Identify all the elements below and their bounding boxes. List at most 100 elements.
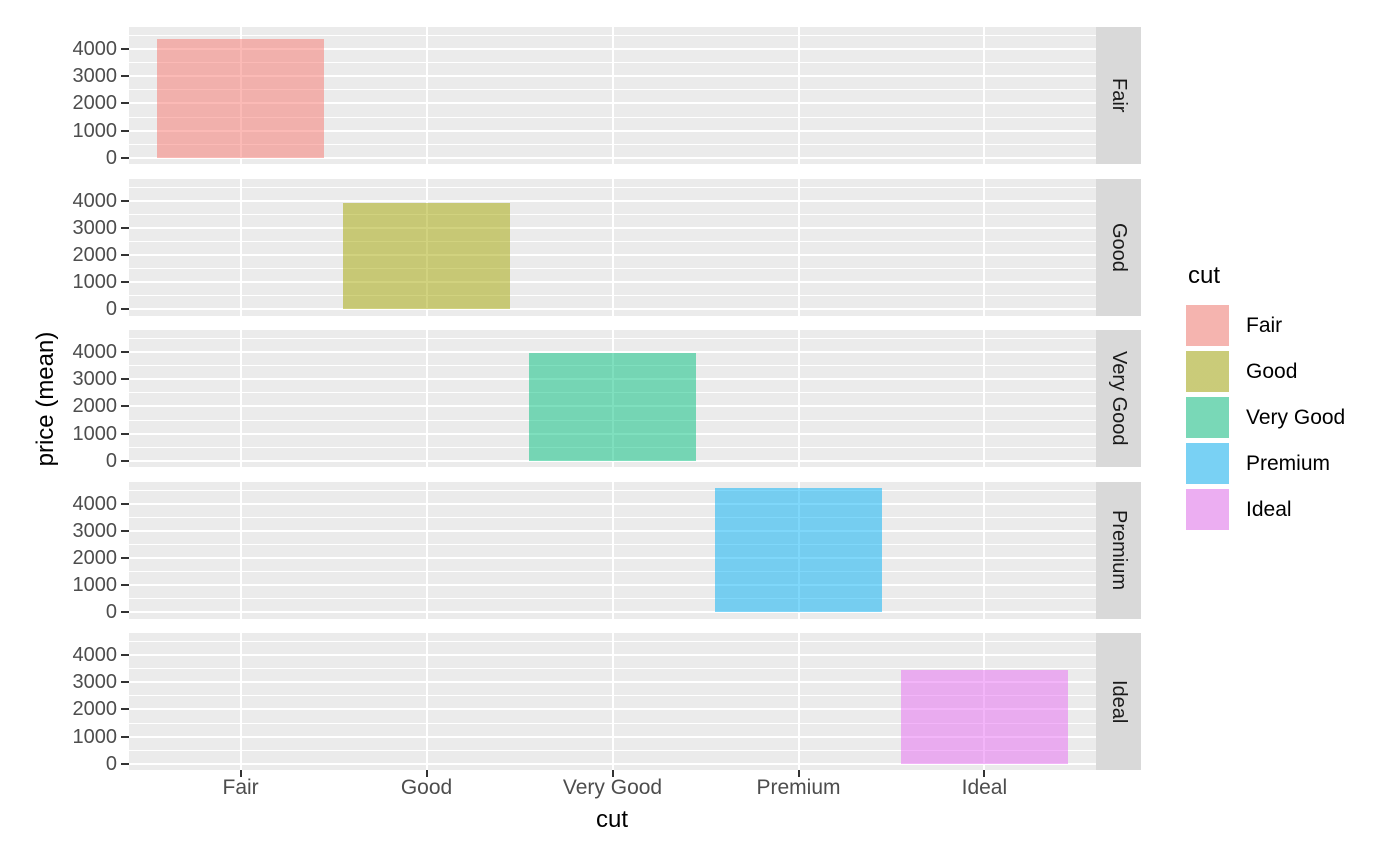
bar-good bbox=[342, 202, 511, 310]
y-tick-mark bbox=[121, 253, 129, 256]
gridline-vertical bbox=[425, 330, 428, 467]
y-tick-mark bbox=[121, 681, 129, 684]
legend-key-fair: Fair bbox=[1186, 305, 1376, 346]
y-tick-label: 4000 bbox=[72, 38, 118, 61]
y-tick-label: 4000 bbox=[72, 644, 118, 667]
y-tick-label: 1000 bbox=[72, 574, 118, 597]
x-tick-label-good: Good bbox=[400, 776, 453, 799]
gridline-vertical bbox=[611, 633, 614, 770]
y-tick-mark bbox=[121, 735, 129, 738]
bar-fair bbox=[156, 39, 325, 158]
y-tick-label: 0 bbox=[105, 298, 117, 321]
y-tick-label: 3000 bbox=[72, 368, 118, 391]
y-tick-label: 1000 bbox=[72, 725, 118, 748]
y-tick-label: 2000 bbox=[72, 243, 118, 266]
legend-key-label: Fair bbox=[1246, 313, 1283, 337]
gridline-vertical bbox=[983, 481, 986, 619]
y-tick-mark bbox=[121, 378, 129, 381]
legend: cut Fair Good Very Good Premium Ideal bbox=[1186, 262, 1376, 535]
y-tick-label: 0 bbox=[105, 146, 117, 169]
legend-swatch-very-good bbox=[1186, 397, 1229, 438]
y-tick-mark bbox=[121, 502, 129, 505]
legend-swatch-fair bbox=[1186, 305, 1229, 346]
y-tick-label: 3000 bbox=[72, 65, 118, 88]
x-tick-label-very-good: Very Good bbox=[562, 776, 663, 799]
facet-strip-premium: Premium bbox=[1096, 481, 1141, 619]
y-tick-label: 0 bbox=[105, 449, 117, 472]
y-tick-mark bbox=[121, 432, 129, 435]
legend-key-ideal: Ideal bbox=[1186, 489, 1376, 530]
legend-key-very-good: Very Good bbox=[1186, 397, 1376, 438]
x-tick-mark bbox=[425, 770, 428, 777]
bar-ideal bbox=[900, 669, 1069, 764]
y-tick-mark bbox=[121, 351, 129, 354]
y-tick-mark bbox=[121, 556, 129, 559]
gridline-vertical bbox=[983, 330, 986, 467]
gridline-vertical bbox=[425, 481, 428, 619]
y-tick-label: 4000 bbox=[72, 492, 118, 515]
y-tick-label: 0 bbox=[105, 752, 117, 775]
y-tick-mark bbox=[121, 226, 129, 229]
facet-strip-fair: Fair bbox=[1096, 27, 1141, 164]
x-tick-mark bbox=[797, 770, 800, 777]
legend-swatch-good bbox=[1186, 351, 1229, 392]
gridline-vertical bbox=[239, 481, 242, 619]
gridline-vertical bbox=[797, 178, 800, 316]
gridline-vertical bbox=[239, 178, 242, 316]
gridline-vertical bbox=[239, 633, 242, 770]
y-tick-label: 2000 bbox=[72, 92, 118, 115]
y-tick-label: 3000 bbox=[72, 216, 118, 239]
y-tick-mark bbox=[121, 75, 129, 78]
x-tick-label-fair: Fair bbox=[222, 776, 259, 799]
y-tick-label: 4000 bbox=[72, 189, 118, 212]
y-tick-label: 3000 bbox=[72, 671, 118, 694]
gridline-vertical bbox=[797, 633, 800, 770]
y-tick-label: 2000 bbox=[72, 546, 118, 569]
legend-key-good: Good bbox=[1186, 351, 1376, 392]
y-tick-mark bbox=[121, 584, 129, 587]
x-tick-label-premium: Premium bbox=[756, 776, 841, 799]
gridline-vertical bbox=[797, 330, 800, 467]
legend-key-premium: Premium bbox=[1186, 443, 1376, 484]
gridline-vertical bbox=[611, 27, 614, 164]
y-tick-label: 1000 bbox=[72, 271, 118, 294]
y-tick-label: 1000 bbox=[72, 119, 118, 142]
gridline-vertical bbox=[797, 27, 800, 164]
y-tick-mark bbox=[121, 529, 129, 532]
facet-panel-premium bbox=[129, 481, 1096, 619]
y-tick-label: 2000 bbox=[72, 395, 118, 418]
y-tick-mark bbox=[121, 281, 129, 284]
x-tick-mark bbox=[983, 770, 986, 777]
facet-strip-very-good: Very Good bbox=[1096, 330, 1141, 467]
y-tick-label: 4000 bbox=[72, 341, 118, 364]
x-tick-label-ideal: Ideal bbox=[961, 776, 1008, 799]
y-tick-mark bbox=[121, 156, 129, 159]
gridline-vertical bbox=[425, 633, 428, 770]
facet-strip-label: Very Good bbox=[1108, 351, 1130, 446]
y-tick-mark bbox=[121, 405, 129, 408]
y-tick-mark bbox=[121, 762, 129, 765]
legend-key-label: Premium bbox=[1246, 451, 1331, 475]
facet-strip-label: Fair bbox=[1108, 78, 1130, 113]
y-tick-mark bbox=[121, 129, 129, 132]
legend-key-label: Very Good bbox=[1246, 405, 1346, 429]
facet-strip-ideal: Ideal bbox=[1096, 633, 1141, 770]
legend-swatch-ideal bbox=[1186, 489, 1229, 530]
gridline-vertical bbox=[611, 178, 614, 316]
y-tick-mark bbox=[121, 48, 129, 51]
y-tick-mark bbox=[121, 308, 129, 311]
gridline-vertical bbox=[983, 178, 986, 316]
gridline-vertical bbox=[611, 481, 614, 619]
y-tick-mark bbox=[121, 654, 129, 657]
y-tick-mark bbox=[121, 611, 129, 614]
x-tick-mark bbox=[239, 770, 242, 777]
x-axis-title: cut bbox=[595, 806, 628, 833]
bar-premium bbox=[714, 487, 883, 613]
legend-keys: Fair Good Very Good Premium Ideal bbox=[1186, 305, 1376, 530]
legend-key-label: Ideal bbox=[1246, 497, 1292, 521]
gridline-vertical bbox=[239, 330, 242, 467]
facet-strip-good: Good bbox=[1096, 178, 1141, 316]
bar-very-good bbox=[528, 352, 697, 461]
y-tick-mark bbox=[121, 102, 129, 105]
